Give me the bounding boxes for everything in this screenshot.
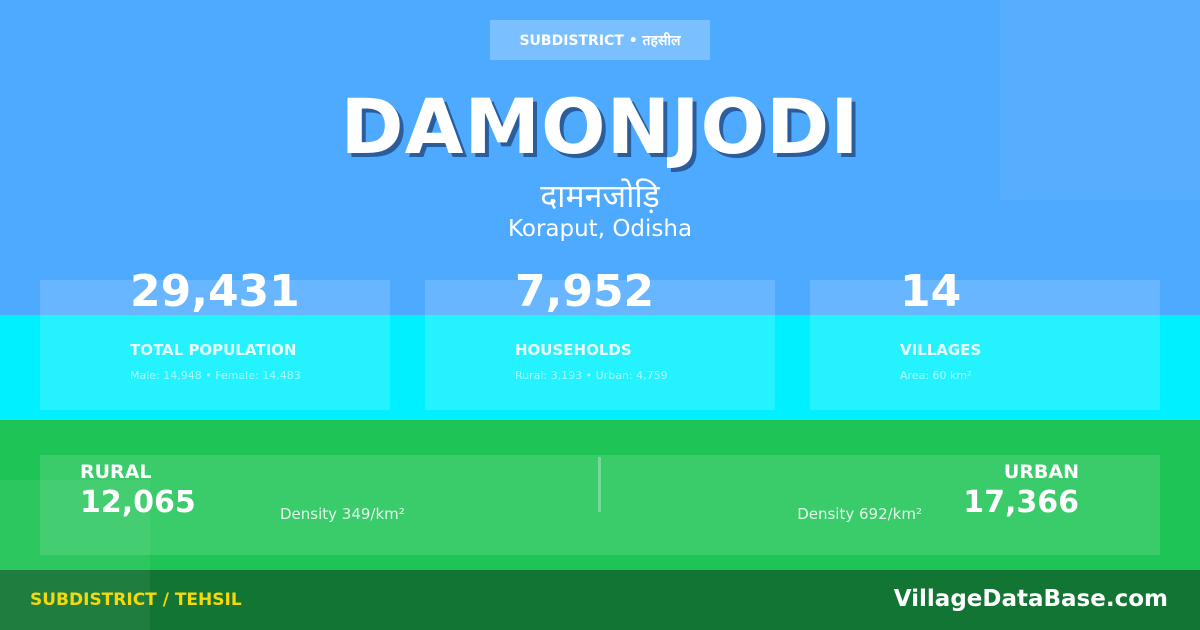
footer-band: [0, 570, 1200, 630]
rural-urban-panel: RURAL 12,065 Density 349/km² URBAN 17,36…: [40, 455, 1160, 555]
stat-label: TOTAL POPULATION: [130, 341, 297, 359]
stat-card-population: 29,431 TOTAL POPULATION Male: 14,948 • F…: [40, 266, 390, 410]
urban-density: Density 692/km²: [797, 505, 922, 523]
stat-card-households: 7,952 HOUSEHOLDS Rural: 3,193 • Urban: 4…: [425, 266, 775, 410]
divider: [598, 457, 601, 512]
stat-label: HOUSEHOLDS: [515, 341, 632, 359]
page-title: DAMONJODI: [340, 82, 860, 171]
stat-value: 14: [900, 266, 962, 317]
stat-value: 7,952: [515, 266, 655, 317]
stat-detail: Area: 60 km²: [900, 369, 972, 382]
rural-density: Density 349/km²: [280, 505, 405, 523]
footer-category: SUBDISTRICT / TEHSIL: [30, 590, 242, 610]
stat-detail: Rural: 3,193 • Urban: 4,759: [515, 369, 668, 382]
stat-value: 29,431: [130, 266, 300, 317]
decorative-square: [1000, 0, 1200, 200]
type-badge: SUBDISTRICT • तहसील: [490, 20, 710, 60]
split-band: [0, 420, 1200, 570]
header-band: [0, 0, 1200, 315]
urban-label: URBAN: [1003, 461, 1079, 483]
location: Koraput, Odisha: [507, 216, 693, 242]
stat-detail: Male: 14,948 • Female: 14,483: [130, 369, 301, 382]
stat-card-villages: 14 VILLAGES Area: 60 km²: [810, 266, 1160, 410]
site-logo[interactable]: VillageDataBase.com: [893, 586, 1168, 612]
stats-band: [0, 315, 1200, 420]
rural-value: 12,065: [80, 485, 196, 520]
stat-label: VILLAGES: [900, 341, 982, 359]
title-hindi: दामनजोड़ि: [540, 177, 660, 215]
urban-value: 17,366: [963, 485, 1079, 520]
decorative-square: [0, 480, 150, 630]
rural-label: RURAL: [80, 461, 152, 483]
